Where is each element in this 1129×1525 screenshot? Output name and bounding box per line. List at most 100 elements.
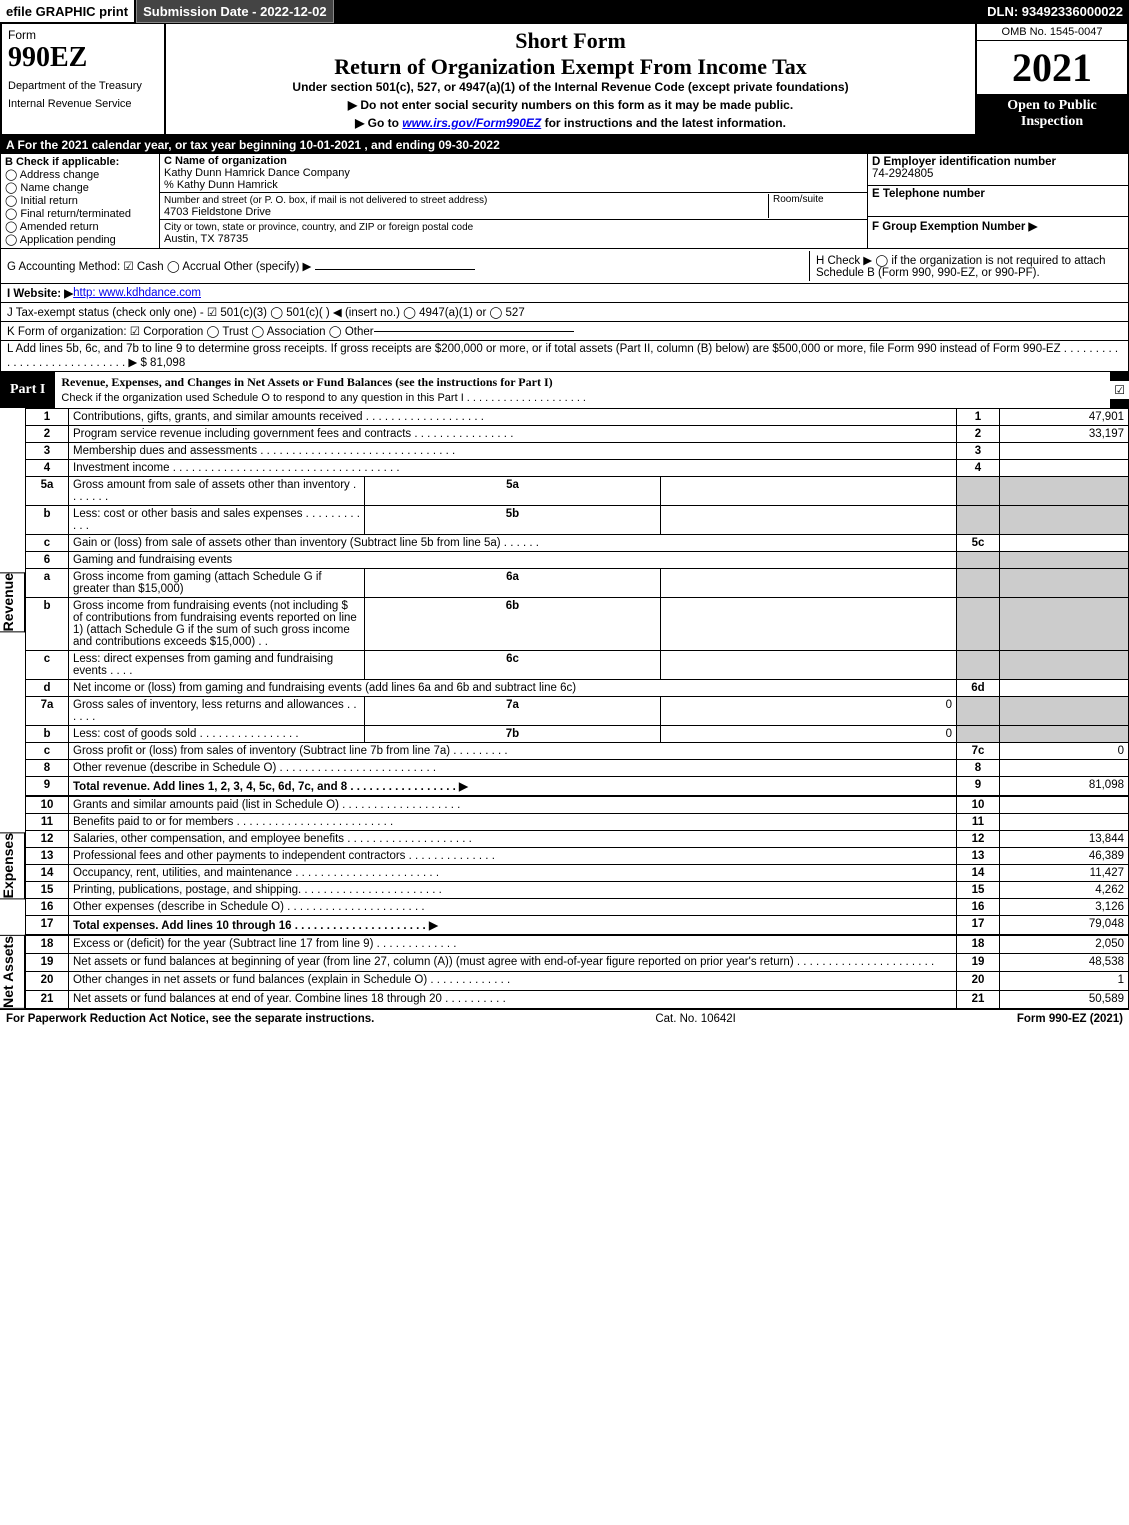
line-19: 19Net assets or fund balances at beginni… xyxy=(26,954,1129,972)
website-link[interactable]: http: www.kdhdance.com xyxy=(73,287,201,299)
line-5c: cGain or (loss) from sale of assets othe… xyxy=(26,535,1129,552)
care-of: % Kathy Dunn Hamrick xyxy=(164,179,278,191)
line-13: 13Professional fees and other payments t… xyxy=(26,848,1129,865)
part1-check[interactable]: ☑ xyxy=(1110,381,1129,399)
line-6a: aGross income from gaming (attach Schedu… xyxy=(26,569,1129,598)
c-label: C Name of organization xyxy=(164,155,287,167)
section-c: C Name of organization Kathy Dunn Hamric… xyxy=(160,154,867,248)
line-15: 15Printing, publications, postage, and s… xyxy=(26,882,1129,899)
line-17: 17Total expenses. Add lines 10 through 1… xyxy=(26,916,1129,935)
chk-amended[interactable]: ◯ Amended return xyxy=(5,220,155,233)
netassets-vert-label: Net Assets xyxy=(0,935,25,1009)
line-2: 2Program service revenue including gover… xyxy=(26,426,1129,443)
line-5b: bLess: cost or other basis and sales exp… xyxy=(26,506,1129,535)
main-title: Return of Organization Exempt From Incom… xyxy=(176,54,965,80)
sec-k: K Form of organization: ☑ Corporation ◯ … xyxy=(0,322,1129,341)
sec-b-label: B Check if applicable: xyxy=(5,156,119,168)
footer-right: Form 990-EZ (2021) xyxy=(1017,1013,1123,1025)
addr-label: Number and street (or P. O. box, if mail… xyxy=(164,195,487,206)
sec-f: F Group Exemption Number ▶ xyxy=(868,217,1128,248)
city-row: City or town, state or province, country… xyxy=(160,220,867,246)
org-name: Kathy Dunn Hamrick Dance Company xyxy=(164,167,350,179)
line-18: 18Excess or (deficit) for the year (Subt… xyxy=(26,936,1129,954)
line-21: 21Net assets or fund balances at end of … xyxy=(26,990,1129,1008)
omb-no: OMB No. 1545-0047 xyxy=(977,24,1127,41)
ein: 74-2924805 xyxy=(872,168,933,180)
footer-mid: Cat. No. 10642I xyxy=(655,1013,736,1025)
section-def: D Employer identification number74-29248… xyxy=(867,154,1128,248)
efile-label[interactable]: efile GRAPHIC print xyxy=(0,0,136,22)
line-6: 6Gaming and fundraising events xyxy=(26,552,1129,569)
chk-address[interactable]: ◯ Address change xyxy=(5,168,155,181)
chk-final[interactable]: ◯ Final return/terminated xyxy=(5,207,155,220)
part1-header: Part I Revenue, Expenses, and Changes in… xyxy=(0,372,1129,408)
part1-tab: Part I xyxy=(0,378,55,402)
chk-initial[interactable]: ◯ Initial return xyxy=(5,194,155,207)
line-5a: 5aGross amount from sale of assets other… xyxy=(26,477,1129,506)
section-bcdef: B Check if applicable: ◯ Address change … xyxy=(0,154,1129,249)
short-form-title: Short Form xyxy=(176,28,965,54)
website-label: I Website: ▶ xyxy=(7,286,73,300)
sec-d: D Employer identification number74-29248… xyxy=(868,154,1128,186)
revenue-section: Revenue 1Contributions, gifts, grants, a… xyxy=(0,408,1129,796)
netassets-table: 18Excess or (deficit) for the year (Subt… xyxy=(25,935,1129,1009)
subtitle: Under section 501(c), 527, or 4947(a)(1)… xyxy=(176,80,965,94)
form-label: Form xyxy=(8,28,158,42)
city-state-zip: Austin, TX 78735 xyxy=(164,233,248,245)
chk-name[interactable]: ◯ Name change xyxy=(5,181,155,194)
header-mid: Short Form Return of Organization Exempt… xyxy=(166,24,975,134)
expenses-table: 10Grants and similar amounts paid (list … xyxy=(25,796,1129,935)
line-6d: dNet income or (loss) from gaming and fu… xyxy=(26,680,1129,697)
dln: DLN: 93492336000022 xyxy=(981,4,1129,19)
dept-treasury: Department of the Treasury xyxy=(8,80,158,92)
street-address: 4703 Fieldstone Drive xyxy=(164,206,271,218)
line-9: 9Total revenue. Add lines 1, 2, 3, 4, 5c… xyxy=(26,777,1129,796)
line-7b: bLess: cost of goods sold . . . . . . . … xyxy=(26,726,1129,743)
part1-sub: Check if the organization used Schedule … xyxy=(61,392,586,404)
line-16: 16Other expenses (describe in Schedule O… xyxy=(26,899,1129,916)
chk-pending[interactable]: ◯ Application pending xyxy=(5,233,155,246)
line-14: 14Occupancy, rent, utilities, and mainte… xyxy=(26,865,1129,882)
tax-year: 2021 xyxy=(977,41,1127,94)
line-1: 1Contributions, gifts, grants, and simil… xyxy=(26,409,1129,426)
room-suite: Room/suite xyxy=(768,194,863,218)
page-footer: For Paperwork Reduction Act Notice, see … xyxy=(0,1009,1129,1028)
section-gh: G Accounting Method: ☑ Cash ◯ Accrual Ot… xyxy=(0,249,1129,284)
form-number: 990EZ xyxy=(8,42,158,74)
revenue-vert-label: Revenue xyxy=(0,572,25,632)
city-label: City or town, state or province, country… xyxy=(164,222,473,233)
line-3: 3Membership dues and assessments . . . .… xyxy=(26,443,1129,460)
line-12: 12Salaries, other compensation, and empl… xyxy=(26,831,1129,848)
expenses-vert-label: Expenses xyxy=(0,832,25,899)
line-8: 8Other revenue (describe in Schedule O) … xyxy=(26,760,1129,777)
section-a-taxyear: A For the 2021 calendar year, or tax yea… xyxy=(0,136,1129,154)
revenue-table: 1Contributions, gifts, grants, and simil… xyxy=(25,408,1129,796)
irs-link[interactable]: www.irs.gov/Form990EZ xyxy=(402,116,541,130)
top-bar: efile GRAPHIC print Submission Date - 20… xyxy=(0,0,1129,22)
sec-l: L Add lines 5b, 6c, and 7b to line 9 to … xyxy=(0,341,1129,372)
line-20: 20Other changes in net assets or fund ba… xyxy=(26,972,1129,990)
netassets-section: Net Assets 18Excess or (deficit) for the… xyxy=(0,935,1129,1009)
goto-link[interactable]: ▶ Go to www.irs.gov/Form990EZ for instru… xyxy=(176,116,965,130)
addr-row: Number and street (or P. O. box, if mail… xyxy=(160,193,867,220)
line-11: 11Benefits paid to or for members . . . … xyxy=(26,814,1129,831)
header-right: OMB No. 1545-0047 2021 Open to Public In… xyxy=(975,24,1127,134)
sec-h: H Check ▶ ◯ if the organization is not r… xyxy=(809,251,1122,281)
line-10: 10Grants and similar amounts paid (list … xyxy=(26,797,1129,814)
sec-e: E Telephone number xyxy=(868,186,1128,218)
line-6c: cLess: direct expenses from gaming and f… xyxy=(26,651,1129,680)
submission-date: Submission Date - 2022-12-02 xyxy=(136,0,334,23)
line-7c: cGross profit or (loss) from sales of in… xyxy=(26,743,1129,760)
org-name-row: C Name of organization Kathy Dunn Hamric… xyxy=(160,154,867,193)
section-b: B Check if applicable: ◯ Address change … xyxy=(1,154,160,248)
line-7a: 7aGross sales of inventory, less returns… xyxy=(26,697,1129,726)
part1-title: Revenue, Expenses, and Changes in Net As… xyxy=(55,372,1110,408)
open-public: Open to Public Inspection xyxy=(977,94,1127,134)
form-header: Form 990EZ Department of the Treasury In… xyxy=(0,22,1129,136)
sec-i: I Website: ▶ http: www.kdhdance.com xyxy=(0,284,1129,303)
irs-label: Internal Revenue Service xyxy=(8,98,158,110)
footer-left: For Paperwork Reduction Act Notice, see … xyxy=(6,1013,374,1025)
sec-g: G Accounting Method: ☑ Cash ◯ Accrual Ot… xyxy=(7,259,809,273)
line-6b: bGross income from fundraising events (n… xyxy=(26,598,1129,651)
line-4: 4Investment income . . . . . . . . . . .… xyxy=(26,460,1129,477)
